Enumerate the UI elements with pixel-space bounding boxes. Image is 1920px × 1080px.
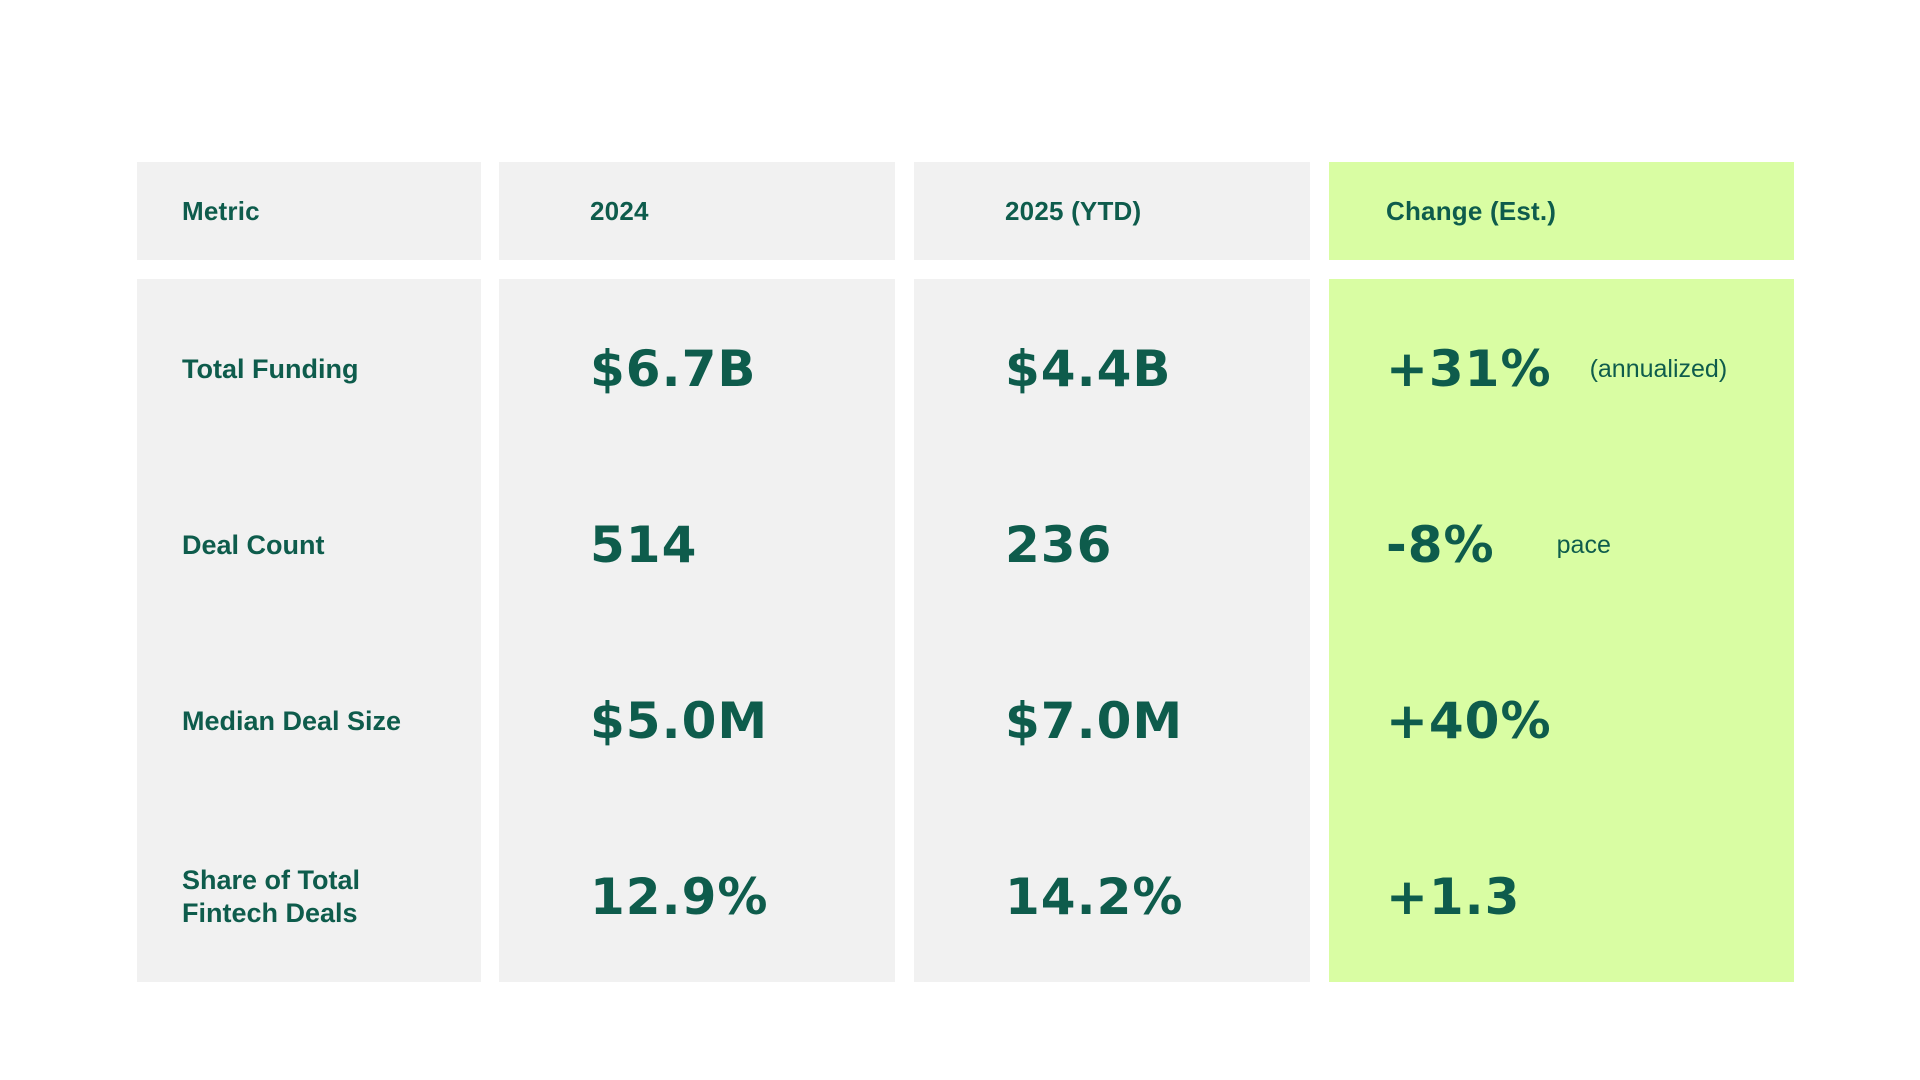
header-label-metric: Metric bbox=[182, 196, 260, 226]
table-row: Median Deal Size bbox=[137, 661, 481, 781]
header-cell-2025: 2025 (YTD) bbox=[914, 162, 1310, 260]
value-2025-share-of-fintech-deals: 14.2% bbox=[1005, 868, 1184, 926]
table-row: +31% (annualized) bbox=[1329, 309, 1794, 429]
value-2025-deal-count: 236 bbox=[1005, 516, 1113, 574]
change-note-annualized: (annualized) bbox=[1589, 354, 1728, 383]
table-row: Deal Count bbox=[137, 485, 481, 605]
header-cell-2024: 2024 bbox=[499, 162, 895, 260]
change-note-pace: pace bbox=[1556, 530, 1611, 559]
body-cell-2025 bbox=[914, 279, 1310, 982]
header-cell-change: Change (Est.) bbox=[1329, 162, 1794, 260]
value-2025-total-funding: $4.4B bbox=[1005, 340, 1172, 398]
table-row: 236 bbox=[914, 485, 1310, 605]
body-cell-2024 bbox=[499, 279, 895, 982]
metric-label-median-deal-size: Median Deal Size bbox=[182, 705, 402, 736]
table-row: 14.2% bbox=[914, 837, 1310, 957]
table-row: Share of Total Fintech Deals bbox=[137, 837, 481, 957]
change-median-deal-size: +40% bbox=[1386, 692, 1552, 750]
table-row: -8% pace bbox=[1329, 485, 1794, 605]
body-cell-metric bbox=[137, 279, 481, 982]
value-2024-share-of-fintech-deals: 12.9% bbox=[590, 868, 769, 926]
table-row: $6.7B bbox=[499, 309, 895, 429]
change-share-of-fintech-deals: +1.3 bbox=[1386, 868, 1521, 926]
value-2024-deal-count: 514 bbox=[590, 516, 698, 574]
value-2024-median-deal-size: $5.0M bbox=[590, 692, 769, 750]
change-total-funding: +31% bbox=[1386, 340, 1552, 398]
table-row: +1.3 bbox=[1329, 837, 1794, 957]
table-row: $7.0M bbox=[914, 661, 1310, 781]
metric-label-share-of-fintech-deals: Share of Total Fintech Deals bbox=[182, 865, 361, 928]
metric-label-deal-count: Deal Count bbox=[182, 529, 325, 560]
header-label-change: Change (Est.) bbox=[1386, 196, 1557, 226]
change-deal-count: -8% bbox=[1386, 516, 1495, 574]
table-row: 12.9% bbox=[499, 837, 895, 957]
header-label-2024: 2024 bbox=[590, 196, 649, 226]
header-label-2025: 2025 (YTD) bbox=[1005, 196, 1142, 226]
header-cell-metric: Metric bbox=[137, 162, 481, 260]
value-2025-median-deal-size: $7.0M bbox=[1005, 692, 1184, 750]
body-cell-change bbox=[1329, 279, 1794, 982]
metric-label-total-funding: Total Funding bbox=[182, 353, 359, 384]
table-row: +40% bbox=[1329, 661, 1794, 781]
table-row: $4.4B bbox=[914, 309, 1310, 429]
value-2024-total-funding: $6.7B bbox=[590, 340, 757, 398]
table-row: Total Funding bbox=[137, 309, 481, 429]
table-row: 514 bbox=[499, 485, 895, 605]
table-row: $5.0M bbox=[499, 661, 895, 781]
metrics-table: Metric Total Funding Deal Count Median D… bbox=[137, 162, 1794, 982]
